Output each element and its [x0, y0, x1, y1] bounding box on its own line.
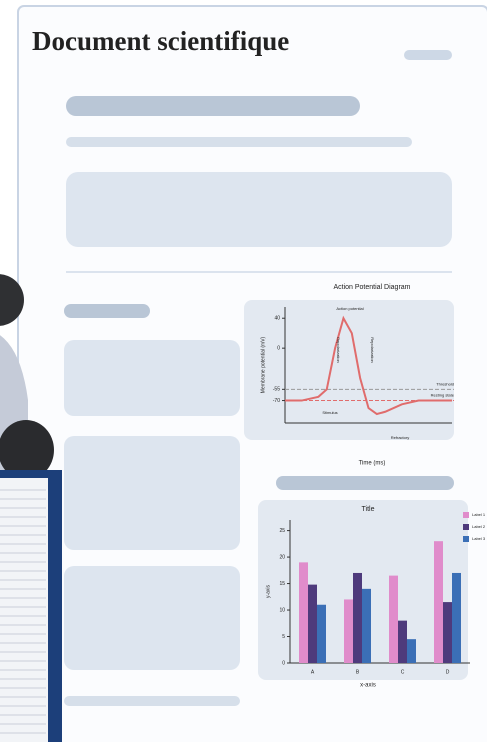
- y-tick-label: -70: [273, 398, 280, 404]
- placeholder: [66, 137, 412, 147]
- bar: [443, 602, 452, 663]
- document-title: Document scientifique: [32, 26, 289, 56]
- y-tick-label: 0: [277, 345, 280, 351]
- legend-swatch: [463, 512, 469, 518]
- y-axis-label: y-axis: [265, 584, 271, 598]
- y-tick-label: 0: [282, 660, 285, 666]
- legend-label: Label 2: [472, 524, 486, 529]
- annotation: Depolarization: [336, 337, 341, 363]
- annotation: Action potential: [336, 306, 363, 311]
- placeholder: [66, 172, 452, 247]
- annotation: Refractory: [391, 435, 409, 440]
- legend-swatch: [463, 536, 469, 542]
- legend-swatch: [463, 524, 469, 530]
- reference-label: Threshold: [436, 381, 454, 386]
- placeholder: [276, 476, 454, 490]
- x-tick-label: C: [401, 669, 405, 675]
- placeholder: [64, 304, 150, 318]
- chart-title: Title: [362, 506, 375, 513]
- legend-label: Label 1: [472, 512, 486, 517]
- illustration: Document scientifique Action Potential D…: [0, 0, 487, 742]
- bar: [317, 605, 326, 663]
- page: Document scientifique Action Potential D…: [0, 0, 487, 742]
- y-tick-label: 20: [279, 554, 285, 560]
- placeholder: [404, 50, 452, 60]
- y-tick-label: 25: [279, 528, 285, 534]
- bar: [308, 585, 317, 663]
- placeholder: [66, 96, 360, 116]
- x-tick-label: D: [446, 669, 450, 675]
- y-tick-label: -55: [273, 387, 280, 393]
- bar: [299, 562, 308, 663]
- bar: [407, 639, 416, 663]
- placeholder: [64, 696, 240, 706]
- bar: [434, 541, 443, 663]
- y-axis-label: Membrane potential (mV): [260, 336, 266, 393]
- bar: [452, 573, 461, 663]
- x-axis-label: x-axis: [360, 683, 376, 689]
- bar: [353, 573, 362, 663]
- annotation: Repolarization: [370, 337, 375, 363]
- placeholder: [64, 436, 240, 550]
- placeholder: [64, 340, 240, 416]
- clipboard-paper: [0, 478, 48, 742]
- chart-title: Action Potential Diagram: [333, 284, 410, 291]
- y-tick-label: 15: [279, 581, 285, 587]
- bar: [389, 576, 398, 663]
- y-tick-label: 10: [279, 607, 285, 613]
- placeholder: [64, 566, 240, 670]
- y-tick-label: 5: [282, 634, 285, 640]
- x-axis-label: Time (ms): [359, 461, 386, 467]
- annotation: Stimulus: [322, 410, 337, 415]
- y-tick-label: 40: [274, 316, 280, 322]
- bar: [398, 621, 407, 663]
- bar: [344, 599, 353, 663]
- bar: [362, 589, 371, 663]
- legend-label: Label 3: [472, 536, 486, 541]
- reference-label: Resting state: [431, 393, 455, 398]
